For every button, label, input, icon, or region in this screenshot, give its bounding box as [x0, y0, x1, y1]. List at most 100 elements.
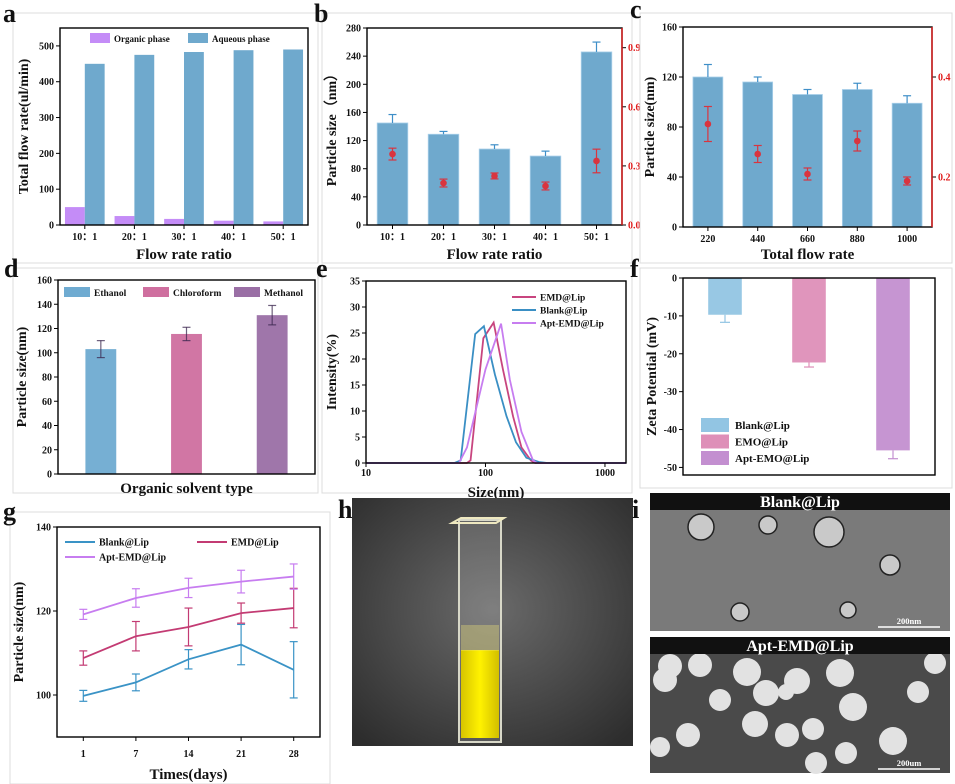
y2-tick-label: 0.9 [628, 43, 641, 54]
x-tick-label: 220 [700, 234, 715, 245]
y-tick-label: 30 [350, 303, 360, 314]
x-tick-label: 30：1 [482, 232, 507, 243]
y-tick-label: 0 [47, 470, 52, 481]
liposome-particle [650, 737, 670, 757]
panel-label-g: g [3, 497, 16, 526]
y-tick-label: 40 [667, 173, 677, 184]
legend-swatch [64, 287, 90, 297]
y-tick-label: 160 [346, 108, 361, 119]
panel-frame [9, 511, 331, 784]
liposome-particle [839, 601, 857, 619]
y-axis-label: Particle size（nm） [324, 67, 340, 186]
liposome-particle [653, 668, 677, 692]
bar-aqueous [233, 50, 254, 225]
legend-swatch [90, 33, 110, 43]
plot-area [64, 49, 304, 226]
x-tick-label: 10：1 [380, 232, 405, 243]
x-tick-label: 440 [750, 234, 765, 245]
x-axis-label: Flow rate ratio [136, 247, 232, 263]
y-tick-label: 10 [350, 407, 360, 418]
y-tick-label: 40 [42, 421, 52, 432]
bar [792, 94, 823, 228]
series-line-apt-emd-lip [366, 323, 626, 464]
bar [376, 122, 409, 226]
liposome-particle [907, 681, 929, 703]
y-tick-label: 40 [351, 192, 361, 203]
y-tick-label: 20 [42, 445, 52, 456]
y-tick-label: 500 [39, 41, 54, 52]
legend: Blank@Lip EMO@Lip Apt-EMO@Lip [701, 418, 809, 465]
liposome-particle [733, 658, 761, 686]
plot-frame [682, 277, 936, 476]
plot-area [366, 320, 626, 464]
chart-panel-c: 0 40 80 120 160 0.2 0.4 220 440 660 880 1000 Particl… [639, 12, 953, 264]
legend-swatch [143, 287, 169, 297]
y-tick-label: 300 [39, 113, 54, 124]
bar [876, 278, 910, 451]
x-tick-label: 100 [478, 468, 493, 479]
x-tick-label: 7 [133, 749, 138, 760]
liposome-particle [813, 516, 845, 548]
y-tick-label: 200 [346, 80, 361, 91]
liposome-particle [826, 659, 854, 687]
bar [478, 148, 511, 226]
x-tick-label: 40：1 [221, 232, 246, 243]
x-axis-label: Size(nm) [468, 485, 525, 501]
pdi-point [903, 177, 911, 185]
y-tick-label: 240 [346, 52, 361, 63]
x-tick-label: 14 [184, 749, 194, 760]
legend: Organic phase Aqueous phase [90, 33, 270, 44]
bar [792, 278, 826, 363]
pdi-point [491, 172, 498, 180]
legend: Blank@Lip EMD@Lip Apt-EMD@Lip [65, 538, 279, 564]
y-tick-label: 140 [36, 523, 51, 534]
y-axis-label: Particle size(nm) [643, 76, 658, 177]
y2-tick-label: 0.3 [628, 161, 641, 172]
chart-panel-g: 100 120 140 1 7 14 21 28 Particle size(nm) Times(… [9, 511, 331, 784]
pdi-point [804, 170, 811, 178]
y-tick-label: 15 [350, 381, 360, 392]
panel-label-a: a [3, 0, 16, 28]
panel-label-c: c [630, 0, 642, 24]
bar [692, 76, 724, 228]
y-tick-label: 80 [42, 373, 52, 384]
yellow-liposome-suspension [461, 650, 499, 738]
x-axis-label: Times(days) [149, 767, 227, 783]
liposome-particle [676, 723, 700, 747]
liquid-meniscus [461, 625, 499, 651]
chart-panel-a: 0 100 200 300 400 500 10：1 20：1 30：1 40：1 50：1 Tota… [12, 12, 319, 264]
bar-organic [114, 216, 135, 225]
y-tick-label: 400 [39, 77, 54, 88]
y-tick-label: 0 [355, 459, 360, 470]
liposome-particle [687, 513, 715, 541]
y-tick-label: 0 [672, 274, 677, 285]
tem-image-apt-emd-lip: Apt-EMD@Lip 200um [650, 637, 950, 774]
panel-label-i: i [632, 495, 639, 524]
liposome-particle [802, 718, 824, 740]
legend-swatch [701, 418, 729, 432]
y-axis-label: Zeta Potential (mV) [645, 317, 660, 436]
y-tick-label: -20 [664, 349, 677, 360]
x-axis-label: Total flow rate [761, 247, 855, 263]
x-tick-label: 1000 [595, 468, 615, 479]
y-axis-label: Particle size(nm) [12, 581, 27, 682]
y-tick-label: 60 [42, 397, 52, 408]
x-axis-label: Organic solvent type [120, 481, 253, 497]
chart-panel-d: 0 20 40 60 80 100 120 140 160 Particle size(nm) Or… [12, 267, 319, 497]
y-tick-label: 0 [356, 221, 361, 232]
scale-bar-label: 200nm [897, 616, 922, 626]
bar-organic [263, 221, 284, 225]
y-tick-label: -10 [664, 311, 677, 322]
legend-swatch [701, 434, 729, 449]
panel-label-b: b [314, 0, 328, 28]
tem-title: Apt-EMD@Lip [746, 638, 853, 655]
panel-label-f: f [630, 254, 639, 283]
y-tick-label: 35 [350, 277, 360, 288]
cuvette-photo [352, 498, 633, 746]
liposome-particle [805, 752, 827, 774]
x-axis-label: Flow rate ratio [447, 247, 543, 263]
plot-area [79, 563, 298, 702]
y2-tick-label: 0.4 [938, 73, 951, 84]
scale-bar-label: 200um [897, 758, 922, 768]
panel-frame [321, 267, 633, 494]
